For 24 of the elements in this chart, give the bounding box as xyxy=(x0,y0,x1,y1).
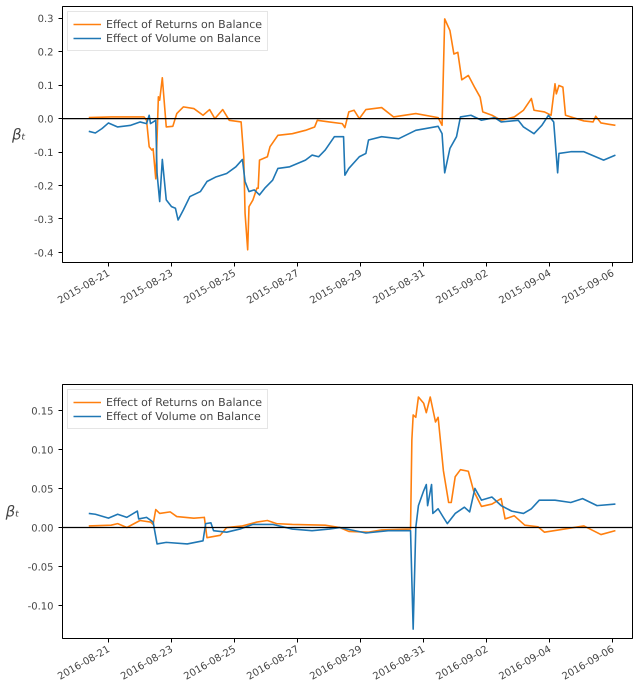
y-tick-label: 0.2 xyxy=(38,48,54,59)
legend-label: Effect of Returns on Balance xyxy=(106,17,262,31)
legend-label: Effect of Volume on Balance xyxy=(106,31,261,45)
y-tick-label: -0.10 xyxy=(28,602,54,613)
y-tick-label: -0.1 xyxy=(34,148,54,160)
line-series xyxy=(88,18,616,251)
line-series xyxy=(88,396,616,538)
legend-label: Effect of Returns on Balance xyxy=(106,395,262,409)
y-tick-label: 0.3 xyxy=(38,14,54,26)
y-tick-label: 0.05 xyxy=(31,484,54,496)
y-tick-label: -0.3 xyxy=(34,214,54,226)
y-axis-title: βₜ xyxy=(10,126,26,144)
y-tick-label: -0.05 xyxy=(28,562,54,574)
legend-label: Effect of Volume on Balance xyxy=(106,409,261,423)
line-series xyxy=(88,114,616,221)
y-tick-label: 0.1 xyxy=(38,81,54,92)
y-tick-label: 0.0 xyxy=(38,114,54,126)
y-tick-label: -0.4 xyxy=(34,248,54,260)
y-tick-label: 0.00 xyxy=(31,524,54,535)
y-tick-label: 0.15 xyxy=(31,406,54,418)
y-tick-label: 0.10 xyxy=(31,445,54,456)
y-axis-title: βₜ xyxy=(4,502,20,520)
y-tick-label: -0.2 xyxy=(34,182,54,193)
line-series xyxy=(88,484,616,630)
